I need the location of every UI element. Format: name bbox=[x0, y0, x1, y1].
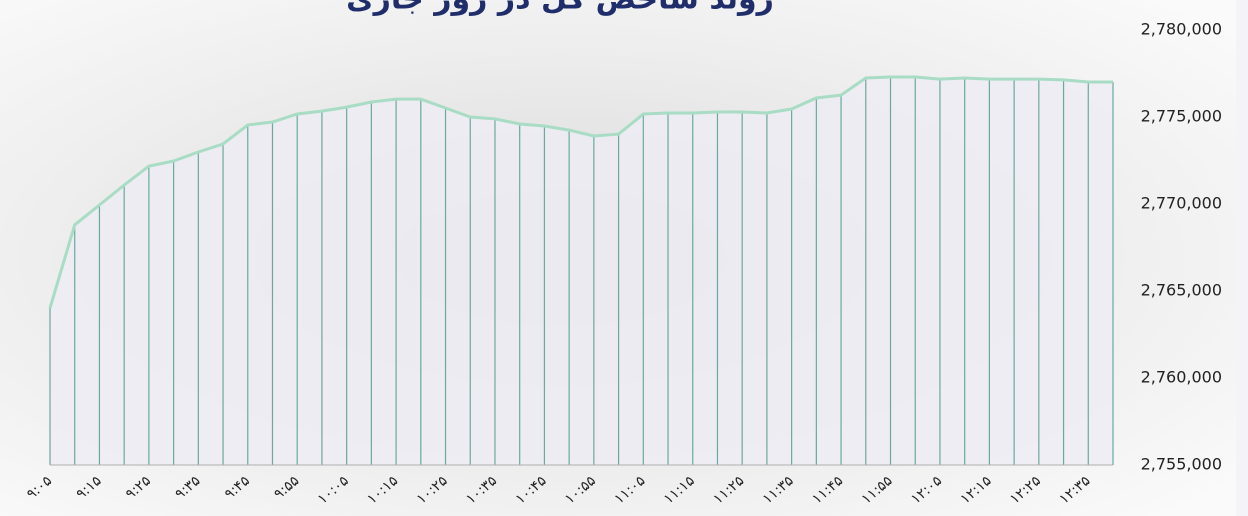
y-tick-label: 2,760,000 bbox=[1141, 368, 1222, 387]
chart-title: روند شاخص کل در روز جاری bbox=[346, 0, 774, 17]
side-strip bbox=[1236, 0, 1248, 516]
y-tick-label: 2,780,000 bbox=[1141, 20, 1222, 39]
area-line bbox=[48, 75, 1113, 309]
y-tick-label: 2,775,000 bbox=[1141, 107, 1222, 126]
y-tick-label: 2,765,000 bbox=[1141, 281, 1222, 300]
y-tick-label: 2,770,000 bbox=[1141, 194, 1222, 213]
y-tick-label: 2,755,000 bbox=[1141, 455, 1222, 474]
area-fill bbox=[50, 77, 1113, 465]
